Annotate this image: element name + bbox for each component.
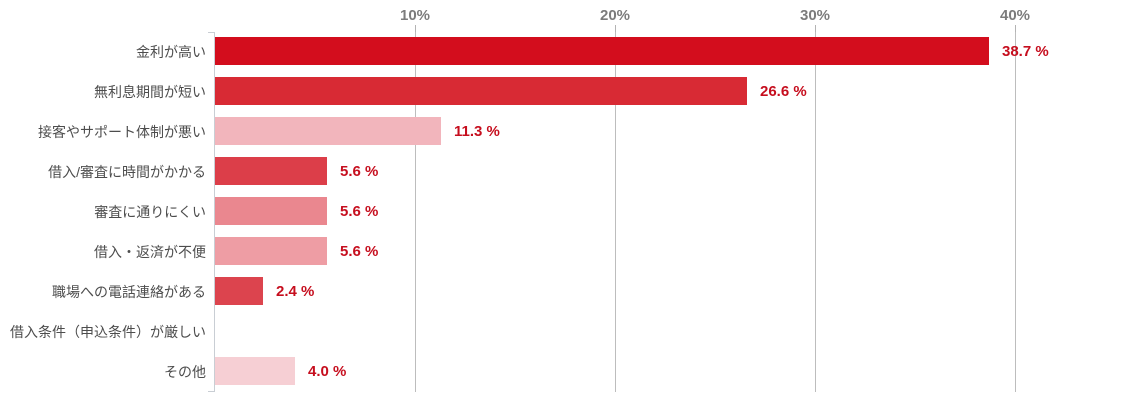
bar [215,197,327,225]
category-label: 借入・返済が不便 [94,244,206,260]
category-label: 借入条件（申込条件）が厳しい [10,324,206,340]
bar-value-label: 38.7 % [1002,43,1049,60]
category-label: 借入/審査に時間がかかる [48,164,206,180]
bar-value-label: 11.3 % [454,123,500,140]
tick-mark [615,25,616,32]
category-label: 審査に通りにくい [94,204,206,220]
category-label: 金利が高い [136,44,206,60]
bar [215,357,295,385]
gridline [815,32,816,392]
tick-mark [1015,25,1016,32]
bar [215,237,327,265]
tick-mark [815,25,816,32]
y-axis-bottom-tick [208,391,214,392]
bar-value-label: 5.6 % [340,163,379,180]
bar-value-label: 5.6 % [340,203,379,220]
bar [215,117,441,145]
x-axis-tick-label: 30% [799,7,831,24]
bar [215,277,263,305]
category-label: その他 [164,364,206,380]
x-axis-tick-label: 40% [999,7,1031,24]
gridline [415,32,416,392]
plot-area [208,25,1123,392]
bar [215,157,327,185]
tick-mark [415,25,416,32]
gridline [615,32,616,392]
bar-value-label: 5.6 % [340,243,379,260]
bar-value-label: 26.6 % [760,83,807,100]
x-axis-tick-label: 10% [399,7,431,24]
x-axis-tick-label: 20% [599,7,631,24]
bar-value-label: 2.4 % [276,283,315,300]
bar-value-label: 4.0 % [308,363,347,380]
category-label: 職場への電話連絡がある [52,284,206,300]
y-axis-top-tick [208,32,214,33]
category-label: 接客やサポート体制が悪い [38,124,206,140]
y-axis-line [214,32,215,392]
gridline [1015,32,1016,392]
bar [215,77,747,105]
bar [215,37,989,65]
category-label: 無利息期間が短い [94,84,206,100]
